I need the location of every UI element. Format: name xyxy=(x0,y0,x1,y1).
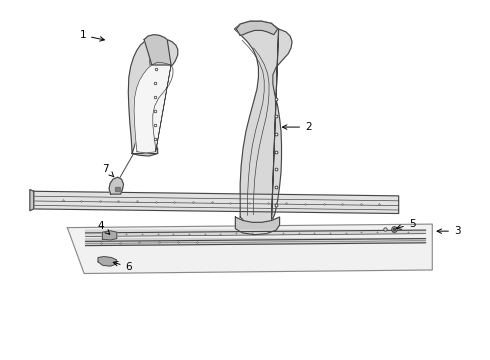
Text: 7: 7 xyxy=(102,164,114,177)
Polygon shape xyxy=(144,35,171,65)
Polygon shape xyxy=(234,21,292,224)
Polygon shape xyxy=(30,189,34,211)
Polygon shape xyxy=(128,40,178,156)
Polygon shape xyxy=(236,21,278,35)
Polygon shape xyxy=(235,217,280,235)
Polygon shape xyxy=(102,231,117,240)
Polygon shape xyxy=(34,191,399,213)
Polygon shape xyxy=(115,187,120,191)
Polygon shape xyxy=(86,239,425,246)
Polygon shape xyxy=(86,230,425,237)
Polygon shape xyxy=(134,62,173,153)
Text: 1: 1 xyxy=(79,30,104,41)
Text: 3: 3 xyxy=(437,226,461,236)
Text: 2: 2 xyxy=(282,122,312,132)
Polygon shape xyxy=(98,257,116,266)
Polygon shape xyxy=(67,224,432,274)
Text: 5: 5 xyxy=(396,219,416,229)
Text: 4: 4 xyxy=(98,221,110,234)
Text: 6: 6 xyxy=(113,261,132,272)
Polygon shape xyxy=(109,177,123,194)
